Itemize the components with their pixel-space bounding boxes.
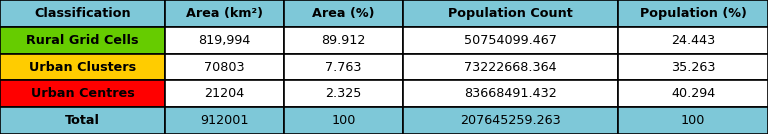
Text: Total: Total <box>65 114 100 127</box>
Bar <box>618 54 768 80</box>
Text: Population (%): Population (%) <box>640 7 746 20</box>
Text: 100: 100 <box>332 114 356 127</box>
Text: 73222668.364: 73222668.364 <box>465 60 557 74</box>
Text: Rural Grid Cells: Rural Grid Cells <box>26 34 139 47</box>
Bar <box>618 0 768 27</box>
Bar <box>403 0 618 27</box>
Bar <box>403 54 618 80</box>
Bar <box>284 0 403 27</box>
Text: Area (%): Area (%) <box>313 7 375 20</box>
Text: 83668491.432: 83668491.432 <box>465 87 557 100</box>
Bar <box>0 107 165 134</box>
Text: Population Count: Population Count <box>449 7 573 20</box>
Bar <box>165 0 284 27</box>
Text: Area (km²): Area (km²) <box>186 7 263 20</box>
Bar <box>284 107 403 134</box>
Bar <box>0 27 165 54</box>
Bar <box>0 0 165 27</box>
Text: 100: 100 <box>681 114 705 127</box>
Bar <box>618 80 768 107</box>
Text: Urban Clusters: Urban Clusters <box>29 60 136 74</box>
Bar <box>0 54 165 80</box>
Text: Urban Centres: Urban Centres <box>31 87 134 100</box>
Text: 819,994: 819,994 <box>198 34 251 47</box>
Bar <box>284 54 403 80</box>
Bar <box>165 54 284 80</box>
Bar <box>165 27 284 54</box>
Text: 7.763: 7.763 <box>326 60 362 74</box>
Text: 207645259.263: 207645259.263 <box>460 114 561 127</box>
Bar <box>618 27 768 54</box>
Text: 24.443: 24.443 <box>671 34 715 47</box>
Bar <box>618 107 768 134</box>
Text: 912001: 912001 <box>200 114 249 127</box>
Text: 70803: 70803 <box>204 60 245 74</box>
Text: 50754099.467: 50754099.467 <box>465 34 557 47</box>
Bar <box>0 80 165 107</box>
Text: Classification: Classification <box>35 7 131 20</box>
Bar <box>403 27 618 54</box>
Bar <box>284 27 403 54</box>
Bar <box>165 80 284 107</box>
Bar <box>284 80 403 107</box>
Text: 35.263: 35.263 <box>671 60 715 74</box>
Bar <box>403 107 618 134</box>
Text: 40.294: 40.294 <box>671 87 715 100</box>
Text: 21204: 21204 <box>204 87 245 100</box>
Text: 89.912: 89.912 <box>322 34 366 47</box>
Text: 2.325: 2.325 <box>326 87 362 100</box>
Bar <box>403 80 618 107</box>
Bar <box>165 107 284 134</box>
